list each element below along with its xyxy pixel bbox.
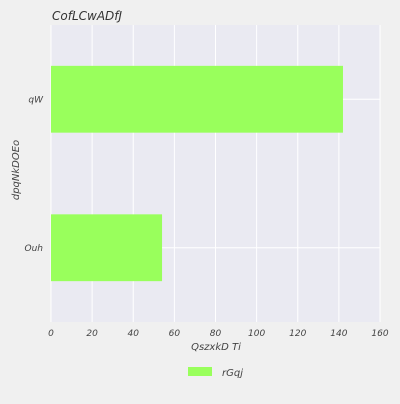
bars <box>51 65 343 282</box>
x-tick-label: 140 <box>330 329 347 339</box>
x-tick-label: 60 <box>169 329 181 339</box>
x-tick-label: 160 <box>371 329 388 339</box>
bar-qW <box>51 65 343 133</box>
bar-Ouh <box>51 214 163 282</box>
y-tick-label: qW <box>28 95 44 105</box>
x-tick-label: 100 <box>248 329 265 339</box>
legend-swatch <box>188 367 212 376</box>
legend-label: rGqj <box>222 368 243 379</box>
x-tick-label: 20 <box>86 329 98 339</box>
x-axis-label: QszxkD Ti <box>191 342 241 353</box>
x-tick-label: 120 <box>289 329 306 339</box>
y-tick-label: Ouh <box>25 244 44 254</box>
y-axis-label: dpqNkDOEo <box>11 140 22 200</box>
legend: rGqj <box>188 367 243 379</box>
x-tick-label: 80 <box>210 329 222 339</box>
y-tick-labels: qW Ouh <box>25 95 45 254</box>
x-tick-label: 40 <box>128 329 140 339</box>
x-tick-labels: 0 20 40 60 80 100 120 140 160 <box>48 329 389 339</box>
chart-title: CofLCwADfJ <box>52 9 122 23</box>
x-tick-label: 0 <box>48 329 54 339</box>
